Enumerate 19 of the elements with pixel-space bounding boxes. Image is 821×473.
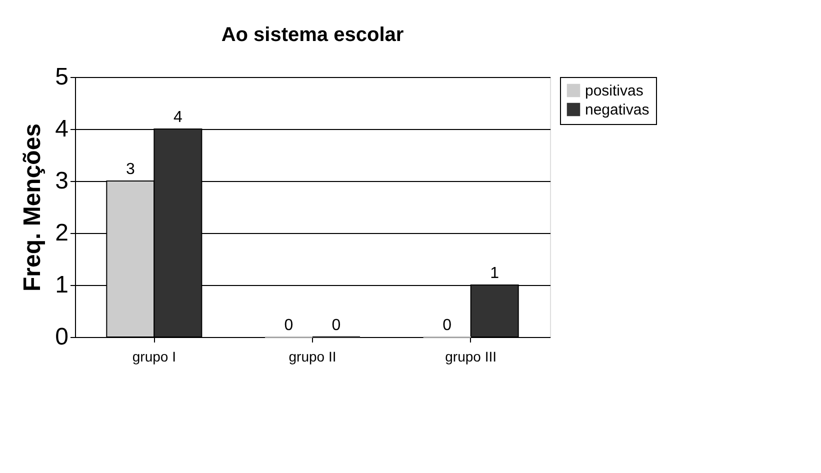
x-tick-label: grupo III bbox=[445, 348, 497, 364]
y-tick-label: 2 bbox=[55, 220, 68, 246]
legend-label: negativas bbox=[585, 102, 650, 118]
data-label: 4 bbox=[173, 109, 182, 126]
data-label: 3 bbox=[126, 161, 135, 178]
y-tick-label: 0 bbox=[55, 324, 68, 350]
data-label: 1 bbox=[490, 265, 500, 282]
data-label: 0 bbox=[332, 317, 341, 334]
x-tick-label: grupo I bbox=[132, 348, 176, 364]
y-tick-label: 4 bbox=[55, 116, 68, 142]
y-tick-label: 3 bbox=[55, 168, 68, 194]
y-tick-label: 5 bbox=[55, 64, 68, 90]
data-label: 0 bbox=[284, 317, 294, 334]
legend-label: positivas bbox=[585, 82, 644, 100]
data-label: 0 bbox=[442, 317, 452, 334]
y-axis-title: Freq. Menções bbox=[19, 123, 46, 292]
y-tick-label: 1 bbox=[55, 272, 68, 298]
chart-title: Ao sistema escolar bbox=[221, 24, 404, 46]
x-tick-label: grupo II bbox=[288, 348, 336, 364]
